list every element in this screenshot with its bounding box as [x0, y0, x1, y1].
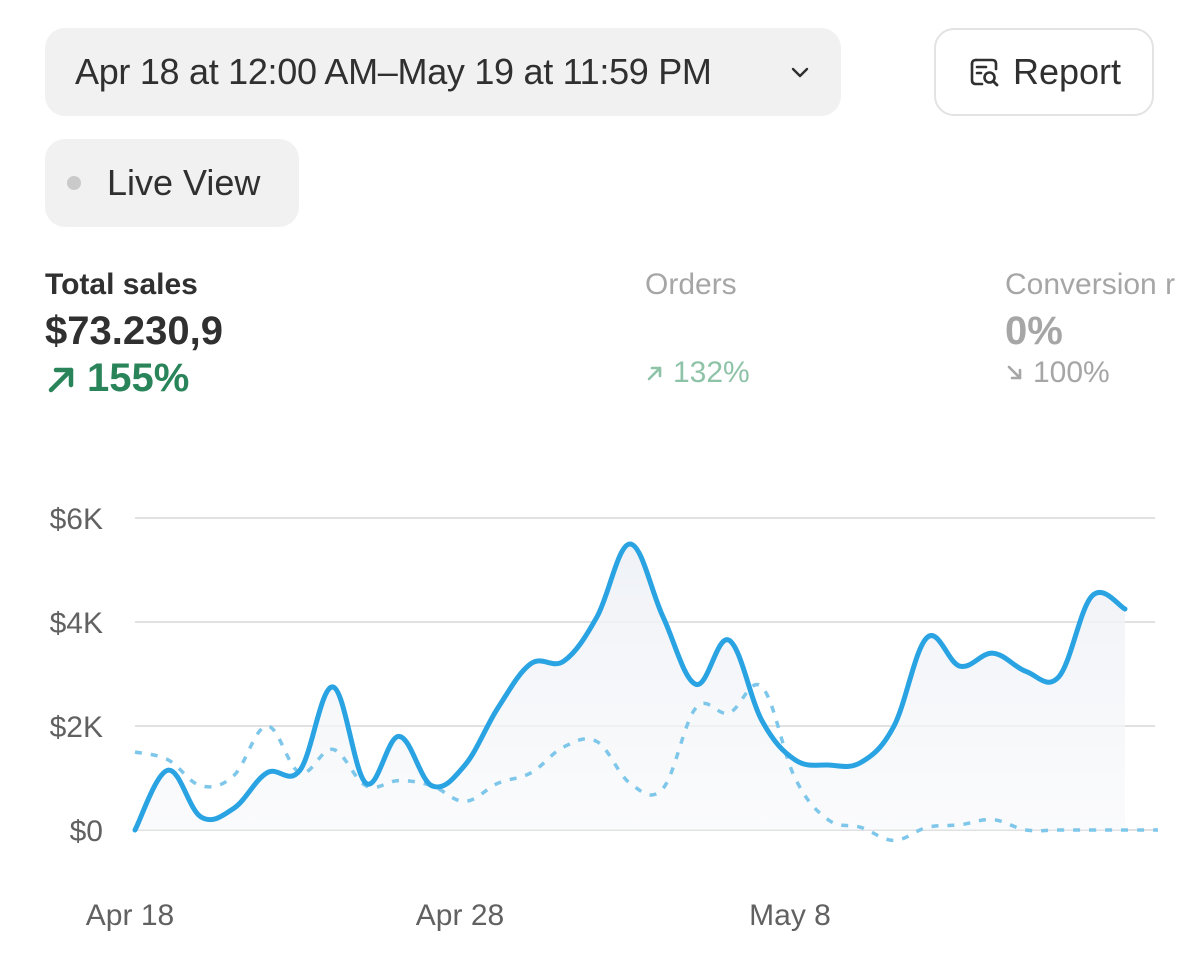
metric-orders[interactable]: Orders 132% — [645, 266, 750, 390]
metric-change-value: 155% — [87, 356, 190, 400]
y-tick-label: $6K — [50, 503, 103, 536]
metric-value: 0% — [1005, 309, 1063, 353]
comparison-series-line — [134, 682, 1158, 843]
metric-change-value: 132% — [673, 356, 750, 389]
metric-title: Conversion r — [1005, 268, 1176, 301]
metric-change-value: 100% — [1033, 356, 1110, 389]
arrow-up-right-icon — [48, 367, 74, 392]
date-range-label: Apr 18 at 12:00 AM–May 19 at 11:59 PM — [75, 51, 712, 92]
x-tick-label: Apr 28 — [416, 899, 504, 932]
y-tick-label: $2K — [50, 711, 103, 744]
date-range-picker[interactable]: Apr 18 at 12:00 AM–May 19 at 11:59 PM — [45, 28, 841, 116]
report-button-label: Report — [1012, 51, 1122, 92]
sales-series-line — [132, 541, 1128, 833]
x-tick-label: Apr 18 — [86, 899, 174, 932]
chart-line-layer — [132, 541, 1158, 843]
metric-change: 155% — [45, 356, 223, 401]
live-view-label: Live View — [107, 162, 261, 203]
arrow-up-right-icon — [647, 366, 662, 381]
report-button[interactable]: Report — [934, 28, 1154, 116]
sales-line-chart: $0 $2K $4K $6K Apr 18 Apr 28 May 8 — [50, 503, 1158, 932]
metric-total-sales[interactable]: Total sales $73.230,9 155% — [45, 266, 223, 401]
arrow-down-right-icon — [1007, 365, 1022, 380]
y-tick-label: $0 — [70, 815, 103, 848]
series-area — [135, 544, 1125, 830]
y-tick-label: $4K — [50, 607, 103, 640]
metric-title: Orders — [645, 268, 737, 301]
metric-change: 100% — [1005, 356, 1200, 390]
metric-change: 132% — [645, 356, 750, 390]
chart-y-axis: $0 $2K $4K $6K — [50, 503, 103, 848]
live-status-dot — [67, 176, 81, 190]
x-tick-label: May 8 — [749, 899, 831, 932]
report-search-icon — [970, 58, 999, 87]
chart-x-axis: Apr 18 Apr 28 May 8 — [86, 899, 831, 932]
metric-title: Total sales — [45, 268, 198, 301]
chart-area-layer — [135, 544, 1125, 830]
metric-value: $73.230,9 — [45, 309, 223, 353]
live-view-button[interactable]: Live View — [45, 139, 299, 227]
metric-conversion-rate[interactable]: Conversion r 0% 100% — [1005, 266, 1200, 390]
chevron-down-icon — [791, 67, 809, 78]
